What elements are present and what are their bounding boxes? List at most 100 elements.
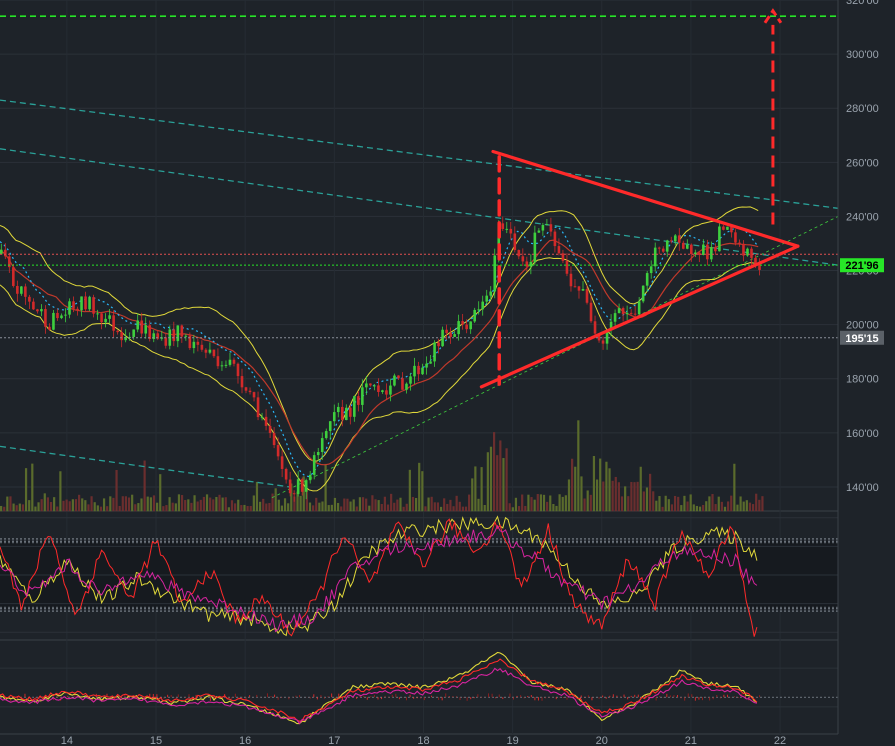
candle-body [505,228,509,230]
candle-body [304,480,308,492]
candle-body [493,255,497,292]
signal-line [0,225,759,478]
candle-body [264,416,268,426]
candle-body [537,230,541,233]
candle-body [513,233,517,251]
volume-bar [321,501,324,512]
candle-body [172,329,176,342]
trendlines[interactable] [0,99,839,499]
candle-body [272,432,276,446]
volume-bar [28,500,31,512]
candle-body [706,244,709,260]
volume-bar [599,458,602,512]
volume-bar [355,506,358,512]
volume-bars [0,420,764,512]
volume-bar [561,496,564,512]
volume-bar [274,488,277,512]
candle-body [36,309,39,312]
volume-bar [592,455,596,512]
volume-bar [68,501,71,512]
volume-bar [199,499,202,512]
volume-bar [602,481,605,512]
candle-body [389,385,392,395]
candle-body [609,321,613,331]
volume-bar [361,497,365,512]
volume-bar [430,496,433,512]
volume-bar [6,496,9,512]
candle-body [260,416,264,418]
volume-bar [380,503,383,512]
candle-body [84,296,87,310]
candle-body [112,315,115,331]
candle-body [156,333,160,339]
volume-bar [549,495,552,512]
candle-body [501,223,505,229]
volume-bar [673,495,677,512]
candle-body [726,226,729,230]
candle-body [585,289,589,303]
candle-body [0,249,3,255]
volume-bar [502,458,505,512]
triangle-pattern[interactable] [479,8,800,389]
volume-bar [680,505,683,512]
volume-bar [330,504,333,512]
candle-body [68,301,71,315]
candle-body [593,321,597,334]
candle-body [633,313,637,315]
candle-body [497,223,501,256]
volume-bar [258,501,262,512]
volume-bar [24,468,28,512]
triangle-side [491,149,800,248]
volume-bar [312,505,315,512]
candle-body [132,329,135,337]
volume-bar [240,505,243,512]
volume-bar [65,499,68,512]
volume-bar [736,504,739,512]
volume-bar [393,502,396,512]
candle-body [288,479,292,494]
candle-body [244,387,248,391]
candle-body [425,363,428,368]
price-badge-label: 195'15 [845,333,878,345]
candle-body [469,321,472,330]
candle-body [92,297,95,314]
volume-bar [190,502,193,512]
candle-body [240,376,244,388]
volume-bar [477,498,480,512]
price-badge-label: 221'96 [845,260,878,272]
candle-body [148,325,152,340]
oscillator-line [0,518,758,637]
candlesticks [0,216,761,502]
volume-bar [109,496,112,512]
volume-bar [143,460,146,512]
candle-body [401,378,404,390]
volume-bar [283,498,287,512]
volume-bar [755,493,758,512]
volume-bar [708,496,711,512]
candle-body [76,308,79,311]
volume-bar [327,505,330,512]
volume-bar [333,497,337,512]
volume-bar [649,473,652,512]
volume-bar [53,497,56,512]
volume-bar [723,506,727,512]
time-tick-label: 17 [328,735,340,746]
candle-body [718,226,721,252]
volume-bar [689,494,692,512]
volume-bar [492,432,496,512]
candle-body [56,312,59,319]
candle-body [690,244,693,255]
candle-body [694,252,697,255]
candle-body [417,365,420,375]
volume-bar [692,504,695,512]
volume-bar [577,420,580,512]
candle-body [140,320,144,334]
candle-body [212,349,216,357]
candle-body [300,479,304,492]
volume-bar [702,505,705,512]
volume-bar [156,502,159,512]
price-tick-label: 300'00 [846,49,879,61]
volume-bar [165,505,168,512]
volume-bar [224,497,227,512]
